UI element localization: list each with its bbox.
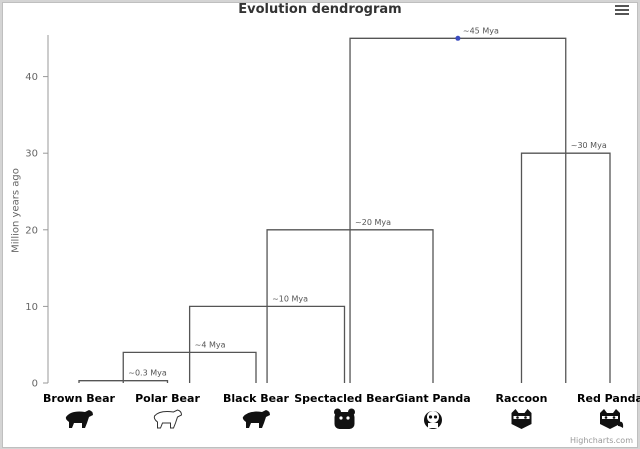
- y-tick-label: 40: [25, 72, 38, 83]
- dendrogram-link: [349, 37, 567, 383]
- polar-bear-icon: [153, 409, 183, 429]
- brown-bear-icon: [65, 410, 93, 428]
- category-label: Black Bear: [223, 392, 290, 405]
- hamburger-menu-icon[interactable]: [615, 4, 629, 18]
- category-label: Raccoon: [496, 392, 548, 405]
- merge-annotation: ~20 Mya: [355, 218, 391, 227]
- merge-annotation: ~4 Mya: [195, 340, 226, 349]
- spectacled-bear-icon: [334, 408, 355, 429]
- merge-annotation: ~30 Mya: [571, 141, 607, 150]
- giant-panda-icon: [424, 411, 442, 429]
- y-tick-label: 30: [25, 149, 38, 160]
- raccoon-icon: [511, 409, 532, 429]
- y-tick-label: 20: [25, 225, 38, 236]
- category-label: Brown Bear: [43, 392, 115, 405]
- category-label: Polar Bear: [135, 392, 200, 405]
- category-label: Giant Panda: [395, 392, 470, 405]
- merge-annotation: ~10 Mya: [272, 294, 308, 303]
- y-tick-label: 0: [32, 379, 38, 390]
- red-panda-icon: [600, 409, 624, 429]
- credits-link[interactable]: Highcharts.com: [570, 436, 633, 445]
- y-tick-label: 10: [25, 302, 38, 313]
- merge-annotation: ~45 Mya: [463, 26, 499, 35]
- merge-annotation: ~0.3 Mya: [128, 369, 167, 378]
- black-bear-icon: [242, 410, 270, 428]
- category-label: Red Panda: [577, 392, 640, 405]
- chart-title: Evolution dendrogram: [238, 2, 402, 17]
- data-point-marker: [455, 35, 461, 41]
- category-label: Spectacled Bear: [294, 392, 395, 405]
